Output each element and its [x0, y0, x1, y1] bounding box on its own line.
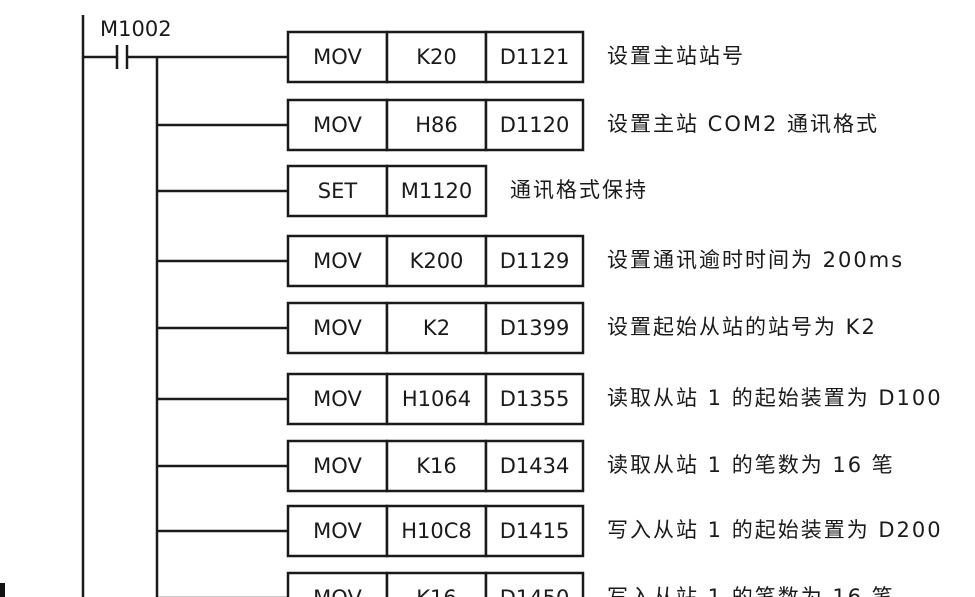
instruction-text: MOV [313, 519, 362, 543]
instruction-cell [484, 571, 585, 597]
instruction-text: H10C8 [401, 519, 472, 543]
instruction-text: MOV [313, 45, 362, 69]
instruction-text: MOV [313, 113, 362, 137]
instruction-text: K2 [423, 316, 450, 340]
instruction-cell [286, 164, 389, 218]
instruction-text: D1434 [500, 454, 570, 478]
instruction-text: SET [318, 179, 358, 203]
instruction-cell [385, 571, 488, 597]
instruction-text: M1120 [401, 179, 473, 203]
instruction-text: MOV [313, 387, 362, 411]
instruction-text: H1064 [402, 387, 471, 411]
instruction-cell [286, 30, 389, 84]
instruction-text: H86 [415, 113, 458, 137]
instruction-text: D1121 [500, 45, 570, 69]
instruction-text: D1399 [500, 316, 570, 340]
instruction-text: MOV [313, 316, 362, 340]
instruction-cell [286, 234, 389, 288]
instruction-cell [484, 504, 585, 558]
instruction-cell [385, 164, 488, 218]
instruction-cell [385, 98, 488, 152]
instruction-text: D1415 [500, 519, 570, 543]
comment: 设置主站站号 [607, 44, 745, 68]
instruction-text: K16 [416, 454, 457, 478]
instruction-text: MOV [313, 454, 362, 478]
comment: 写入从站 1 的起始装置为 D200 [607, 518, 943, 542]
instruction-text: MOV [313, 249, 362, 273]
instruction-text: K20 [416, 45, 457, 69]
contact-label: M1002 [100, 17, 172, 41]
comment: 设置主站 COM2 通讯格式 [607, 112, 879, 136]
comment: 通讯格式保持 [510, 178, 648, 202]
comment: 写入从站 1 的笔数为 16 笔 [607, 585, 895, 597]
instruction-cell [385, 504, 488, 558]
instruction-text: D1120 [500, 113, 570, 137]
instruction-cell [484, 301, 585, 355]
instruction-cell [286, 439, 389, 493]
instruction-text: K16 [416, 586, 457, 597]
instruction-text: D1355 [500, 387, 570, 411]
instruction-cell [286, 372, 389, 426]
instruction-cell [286, 98, 389, 152]
instruction-cell [286, 571, 389, 597]
comment: 读取从站 1 的笔数为 16 笔 [607, 453, 895, 477]
instruction-cell [484, 98, 585, 152]
instruction-text: K200 [410, 249, 464, 273]
instruction-text: D1129 [500, 249, 570, 273]
instruction-cell [484, 439, 585, 493]
instruction-cell [385, 234, 488, 288]
instruction-text: MOV [313, 586, 362, 597]
comment: 设置起始从站的站号为 K2 [607, 315, 877, 339]
instruction-cell [385, 372, 488, 426]
edge-mark [0, 583, 5, 597]
instruction-cell [484, 30, 585, 84]
instruction-cell [484, 372, 585, 426]
instruction-cell [484, 234, 585, 288]
instruction-text: D1450 [500, 586, 570, 597]
comment: 设置通讯逾时时间为 200ms [607, 248, 904, 272]
comment: 读取从站 1 的起始装置为 D100 [607, 386, 943, 410]
